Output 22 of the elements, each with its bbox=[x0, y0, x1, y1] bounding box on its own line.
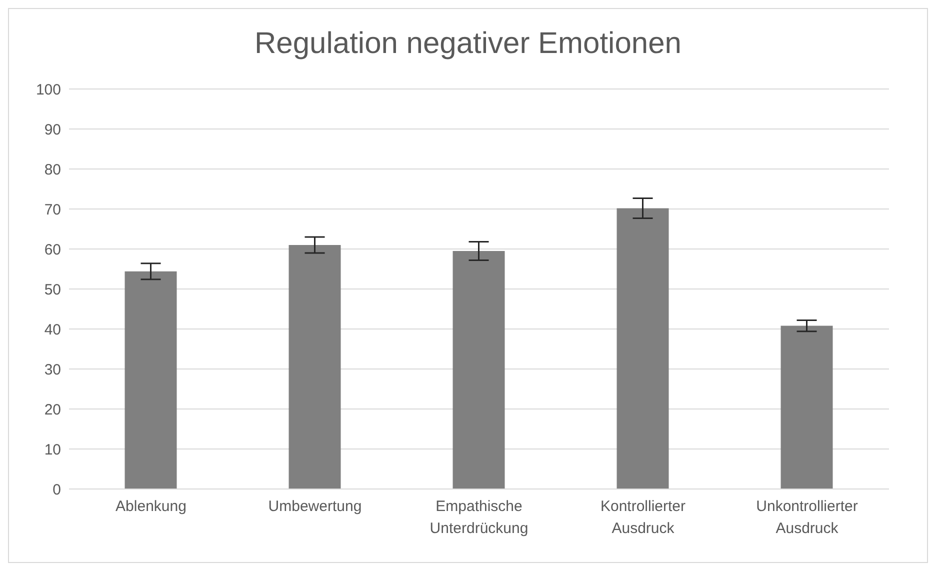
y-tick-label: 30 bbox=[44, 361, 61, 378]
x-tick-label: Umbewertung bbox=[268, 498, 362, 515]
bar bbox=[288, 245, 341, 489]
chart-title: Regulation negativer Emotionen bbox=[254, 26, 682, 62]
y-tick-label: 80 bbox=[44, 161, 61, 178]
y-tick-label: 60 bbox=[44, 241, 61, 258]
y-tick-label: 10 bbox=[44, 441, 61, 458]
y-tick-label: 40 bbox=[44, 321, 61, 338]
bar bbox=[452, 251, 505, 489]
x-tick-label: Unkontrollierter Ausdruck bbox=[756, 498, 858, 537]
x-tick-label: Kontrollierter Ausdruck bbox=[600, 498, 686, 537]
bar bbox=[780, 326, 833, 489]
y-tick-label: 70 bbox=[44, 201, 61, 218]
bar bbox=[616, 208, 669, 489]
x-tick-label: Ablenkung bbox=[116, 498, 186, 515]
y-tick-label: 100 bbox=[36, 81, 61, 98]
y-tick-label: 20 bbox=[44, 401, 61, 418]
y-tick-label: 0 bbox=[52, 481, 61, 498]
x-tick-label: Empathische Unterdrückung bbox=[430, 498, 528, 537]
bar bbox=[124, 271, 177, 489]
y-tick-label: 90 bbox=[44, 121, 61, 138]
y-tick-label: 50 bbox=[44, 281, 61, 298]
